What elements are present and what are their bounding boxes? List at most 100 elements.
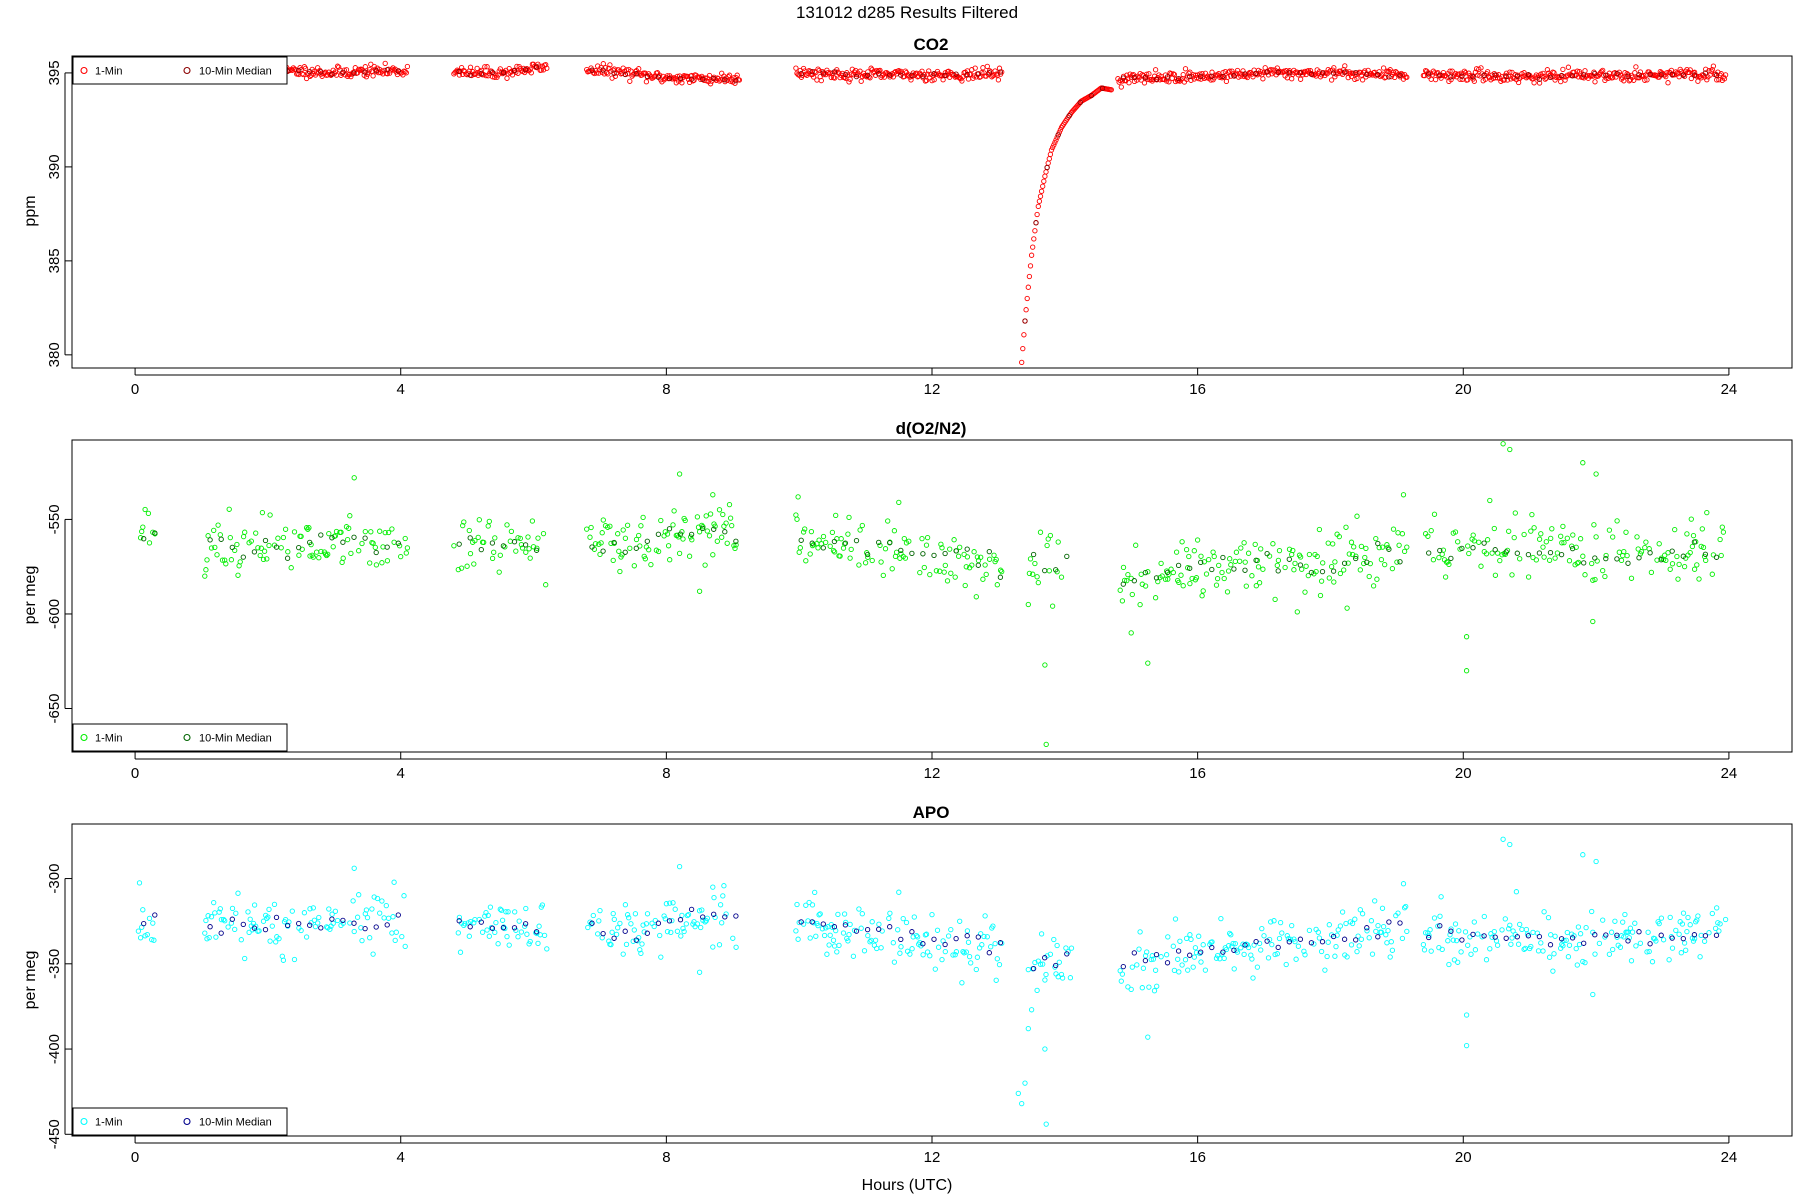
- o2n2-1min-point: [846, 514, 852, 521]
- apo-1min-point: [957, 918, 963, 924]
- co2-median-point: [1077, 99, 1083, 106]
- co2-1min-point: [343, 67, 350, 73]
- o2n2-1min-point: [1560, 523, 1566, 530]
- o2n2-median-point: [218, 536, 224, 542]
- apo-1min-point: [247, 916, 253, 922]
- co2-1min-point: [1425, 70, 1431, 76]
- apo-1min-point: [1445, 938, 1451, 944]
- o2n2-1min-point: [1384, 542, 1390, 548]
- o2n2-legend-median-label: 10-Min Median: [199, 733, 272, 745]
- apo-1min-point: [1600, 917, 1606, 923]
- co2-1min-point: [921, 72, 927, 78]
- o2n2-1min-point: [878, 559, 884, 565]
- apo-1min-point: [590, 912, 596, 919]
- apo-1min-point: [1175, 956, 1181, 962]
- apo-median-point: [864, 926, 871, 933]
- apo-1min-point: [694, 921, 701, 927]
- co2-1min-point: [732, 80, 738, 86]
- o2n2-1min-point: [997, 567, 1004, 573]
- co2-1min-point: [1342, 63, 1348, 69]
- co2-median-point: [1353, 69, 1359, 76]
- apo-median-point: [611, 935, 617, 941]
- o2n2-x-tick-label: 0: [131, 765, 139, 782]
- o2n2-1min-point: [1286, 546, 1293, 552]
- co2-median-point: [1536, 76, 1543, 82]
- o2n2-1min-point: [471, 561, 477, 567]
- o2n2-1min-point: [607, 523, 613, 529]
- apo-median-point: [700, 914, 706, 920]
- apo-1min-point: [1306, 927, 1313, 934]
- o2n2-1min-point: [712, 523, 718, 529]
- o2n2-1min-point: [714, 538, 720, 544]
- apo-1min-point: [493, 919, 499, 926]
- co2-median-point: [373, 67, 379, 74]
- o2n2-median-point: [711, 526, 717, 532]
- apo-1min-point: [1067, 975, 1074, 981]
- apo-1min-point: [1231, 966, 1237, 972]
- apo-legend-1min-marker: [80, 1117, 88, 1126]
- co2-1min-point: [1691, 69, 1698, 75]
- apo-median-point: [522, 921, 529, 927]
- apo-median-point: [240, 921, 246, 928]
- o2n2-1min-point: [924, 534, 931, 541]
- o2n2-median-point: [229, 544, 235, 551]
- co2-1min-point: [605, 71, 611, 77]
- apo-1min-point: [1626, 935, 1632, 941]
- co2-median-point: [1308, 71, 1315, 77]
- co2-1min-point: [612, 73, 619, 79]
- apo-1min-point: [541, 932, 548, 939]
- co2-1min-point: [1021, 332, 1027, 338]
- apo-1min-point: [914, 934, 921, 940]
- apo-1min-point: [981, 933, 987, 940]
- apo-1min-point: [1134, 962, 1140, 968]
- apo-median-point: [284, 922, 291, 929]
- apo-1min-point: [1427, 927, 1433, 933]
- o2n2-y-tick-label: -600: [46, 599, 63, 629]
- o2n2-1min-point: [877, 542, 883, 549]
- apo-1min-point: [856, 906, 862, 912]
- apo-median-point: [1581, 940, 1587, 946]
- apo-median-point: [931, 936, 937, 942]
- co2-1min-point: [1030, 244, 1036, 250]
- apo-1min-point: [1530, 929, 1536, 936]
- co2-1min-point: [1019, 359, 1025, 366]
- apo-1min-outlier: [676, 863, 683, 870]
- apo-1min-point: [1673, 927, 1679, 934]
- apo-median-point: [1536, 933, 1543, 940]
- apo-1min-point: [310, 905, 316, 911]
- apo-1min-point: [1250, 975, 1256, 981]
- o2n2-1min-point: [1552, 555, 1558, 561]
- co2-median-points: [273, 64, 1720, 324]
- apo-1min-point: [1513, 889, 1520, 895]
- o2n2-1min-point: [1344, 605, 1350, 611]
- o2n2-median-point: [1713, 554, 1720, 560]
- o2n2-median-point: [141, 536, 147, 542]
- o2n2-1min-point: [1173, 549, 1180, 555]
- apo-1min-point: [900, 915, 906, 922]
- o2n2-1min-point: [1446, 561, 1452, 568]
- o2n2-1min-point: [1186, 553, 1192, 560]
- co2-1min-point: [348, 73, 354, 80]
- co2-1min-point: [1331, 65, 1337, 71]
- co2-1min-point: [363, 74, 370, 80]
- apo-1min-point: [595, 931, 601, 937]
- co2-1min-point: [1539, 73, 1545, 79]
- o2n2-1min-point: [638, 523, 644, 529]
- apo-1min-point: [1254, 964, 1261, 970]
- apo-1min-point: [251, 902, 258, 908]
- co2-1min-point: [1431, 70, 1438, 76]
- o2n2-median-point: [1308, 569, 1315, 576]
- apo-1min-point: [1301, 948, 1307, 954]
- co2-1min-point: [1544, 67, 1551, 73]
- apo-1min-point: [136, 880, 143, 886]
- apo-1min-point: [1334, 932, 1340, 938]
- apo-1min-point: [1383, 932, 1389, 938]
- apo-median-point: [478, 919, 484, 925]
- o2n2-ylabel: per meg: [22, 566, 39, 625]
- apo-median-point: [1275, 944, 1281, 951]
- apo-1min-point: [662, 916, 668, 922]
- o2n2-1min-point: [919, 535, 925, 542]
- apo-1min-point: [843, 919, 849, 926]
- co2-1min-point: [1681, 73, 1688, 79]
- apo-1min-point: [462, 921, 468, 927]
